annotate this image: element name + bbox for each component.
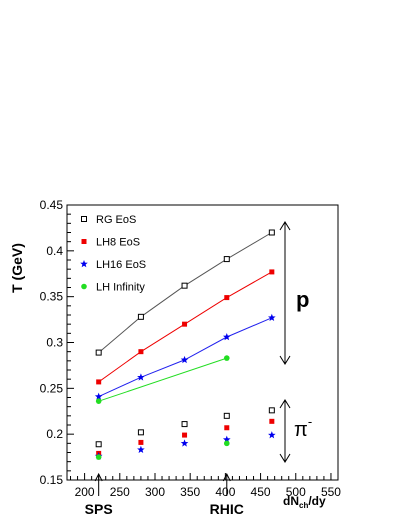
pion-data-point [223,412,230,419]
pion-data-point [224,425,230,431]
rhic-label: RHIC [210,501,244,517]
series-lh-infinity [95,355,230,404]
y-tick-label: 0.4 [46,244,63,258]
legend-entry: LH Infinity [81,282,145,294]
legend-label: RG EoS [96,214,136,226]
sps-arrow [94,472,103,496]
pion-data-point [180,439,189,447]
series-layer [94,229,276,460]
data-point [181,282,188,289]
x-tick-label: 550 [321,485,341,499]
legend-marker [81,216,87,222]
x-axis-title-main: dN [283,494,299,508]
y-tick-label: 0.45 [40,198,64,212]
pion-data-point [268,431,276,439]
y-axis-title: T (GeV) [9,243,25,293]
data-point [222,333,231,341]
x-tick-label: 300 [145,485,165,499]
data-point [182,321,188,327]
legend-label: LH Infinity [96,282,145,294]
data-point [180,355,189,364]
y-tick-label: 0.2 [46,427,63,441]
x-tick-label: 500 [286,485,306,499]
data-point [223,256,230,263]
proton-label: p [296,287,309,312]
legend: RG EoS LH8 EoS LH16 EoS LH Infinity [80,214,146,294]
data-point [138,349,144,355]
series-lh16-eos [94,313,276,400]
series-line [98,317,272,398]
legend-entry: LH8 EoS [81,237,140,249]
x-tick-label: 200 [75,485,95,499]
data-point [137,373,145,381]
data-point [223,355,230,361]
pion-data-point [182,432,188,438]
pion-data-point [137,445,145,453]
data-point [268,313,276,321]
data-point [268,229,275,236]
sps-label: SPS [85,501,113,517]
pion-series [95,407,275,448]
pion-symbol: π [294,419,308,441]
x-tick-label: 400 [215,485,235,499]
pion-data-point [95,454,102,460]
x-tick-label: 350 [180,485,200,499]
legend-entry: RG EoS [81,214,136,226]
pion-data-point [181,421,188,428]
data-point [269,269,275,275]
legend-label: LH16 EoS [96,259,146,271]
pion-data-point [269,418,275,424]
legend-marker [81,239,87,244]
pion-data-point [138,439,144,445]
legend-label: LH8 EoS [96,237,140,249]
data-point [96,379,102,385]
legend-entry: LH16 EoS [80,259,146,271]
pion-data-point [95,441,102,448]
x-axis: 200 250 300 350 400 450 500 550 [70,473,341,499]
pion-data-point [223,440,230,447]
x-axis-title: dNch/dy [283,494,326,510]
x-axis-title-suffix: /dy [308,494,326,508]
data-point [95,398,102,404]
pion-data-point [222,435,231,443]
series-rg-eos [95,229,275,356]
y-axis: 0.15 0.2 0.25 0.3 0.35 0.4 0.45 [40,198,74,487]
series-lh8-eos [96,269,275,385]
data-point [95,349,102,356]
data-point [224,295,230,301]
pion-label: π- [294,414,312,441]
rhic-arrow [222,472,231,496]
x-axis-title-sub: ch [299,501,308,510]
legend-marker [81,283,87,290]
data-point [137,313,144,320]
proton-range-arrow [279,221,291,365]
pion-data-point [268,407,275,414]
pion-charge: - [308,414,312,429]
pion-series [95,440,230,460]
legend-marker [80,260,88,268]
pion-range-arrow [279,399,291,463]
y-tick-label: 0.35 [40,290,64,304]
y-tick-label: 0.15 [40,473,64,487]
series-line [98,357,227,402]
y-tick-label: 0.3 [46,336,63,350]
x-tick-label: 450 [251,485,271,499]
x-tick-label: 250 [110,485,130,499]
pion-data-point [137,429,144,436]
y-tick-label: 0.25 [40,381,64,395]
data-point [94,392,103,400]
